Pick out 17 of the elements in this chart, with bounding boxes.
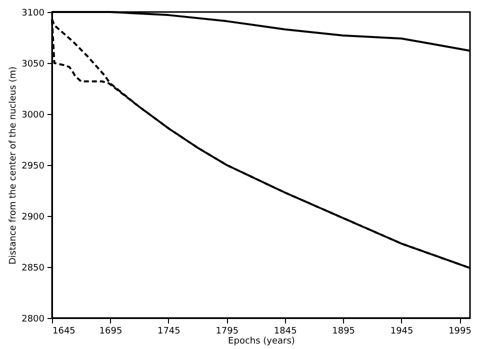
x-tick-label: 1895 <box>332 326 356 336</box>
x-tick-label: 1645 <box>52 326 76 336</box>
y-tick-label: 3100 <box>22 8 45 18</box>
y-tick-label: 2900 <box>22 212 45 222</box>
y-tick-label: 3050 <box>22 60 45 70</box>
x-tick-label: 1845 <box>274 326 297 336</box>
x-tick-label: 1795 <box>216 326 239 336</box>
x-tick-label: 1695 <box>99 326 122 336</box>
y-tick-label: 2850 <box>22 264 45 274</box>
x-tick-label: 1945 <box>390 326 414 336</box>
x-tick-label: 1995 <box>448 326 472 336</box>
x-tick-label: 1745 <box>157 326 180 336</box>
y-tick-label: 2800 <box>22 314 45 324</box>
y-axis-title: Distance from the center of the nucleus (m) <box>8 66 19 265</box>
x-axis-title: Epochs (years) <box>228 336 295 346</box>
y-tick-label: 2950 <box>22 162 45 172</box>
y-tick-label: 3000 <box>22 110 45 120</box>
